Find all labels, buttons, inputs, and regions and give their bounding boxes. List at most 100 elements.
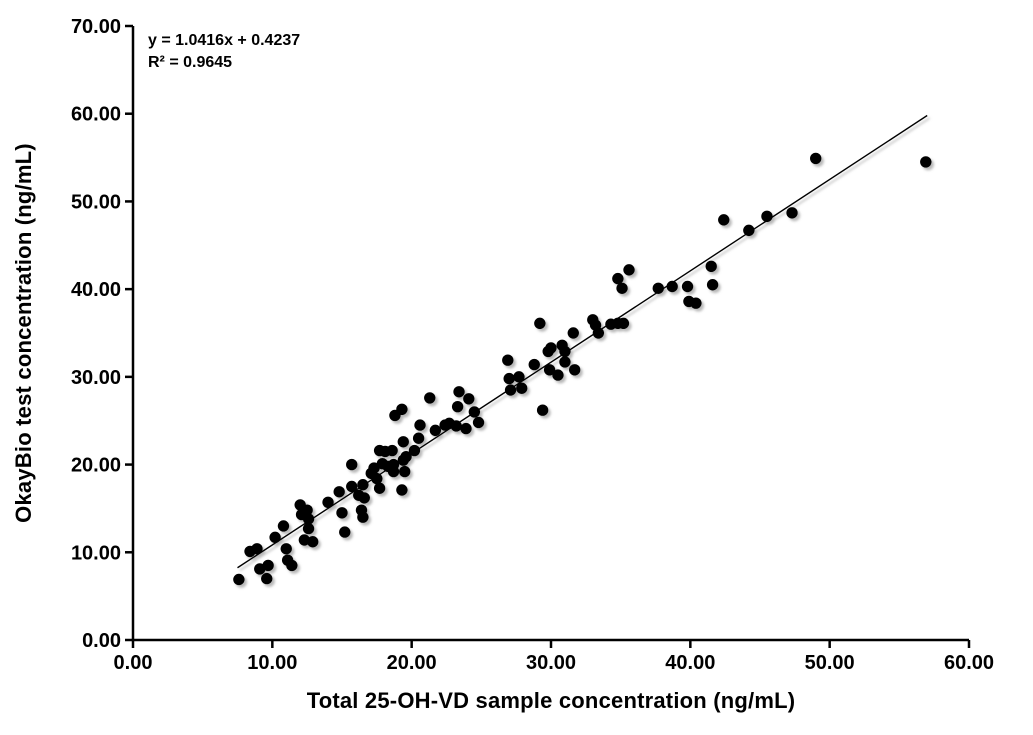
data-point (424, 392, 436, 404)
data-point (592, 327, 605, 339)
data-point (681, 280, 694, 293)
trendline-annotation: y = 1.0416x + 0.4237 R² = 0.9645 (148, 30, 300, 74)
y-axis-title-container: OkayBio test concentration (ng/mL) (2, 26, 46, 640)
data-point (472, 416, 485, 429)
data-point (357, 511, 369, 523)
y-tick-label: 20.00 (71, 455, 121, 477)
data-point (397, 436, 410, 448)
data-point (468, 406, 481, 418)
data-point (262, 559, 274, 572)
x-tick-label: 10.00 (247, 652, 297, 674)
data-point (616, 282, 628, 294)
data-point (463, 393, 475, 405)
y-tick-label: 60.00 (71, 104, 121, 126)
data-point (346, 480, 358, 493)
data-point (652, 282, 664, 294)
data-point (387, 465, 400, 478)
data-point (920, 156, 932, 168)
data-point (460, 422, 472, 435)
data-point (516, 382, 528, 394)
data-point (451, 400, 464, 413)
data-point (536, 404, 549, 416)
y-tick-label: 10.00 (71, 542, 121, 564)
y-tick-label: 30.00 (71, 367, 121, 389)
data-point (612, 272, 624, 285)
data-point (528, 358, 540, 371)
data-point (552, 369, 564, 381)
data-point (302, 513, 315, 525)
data-point (705, 260, 717, 273)
y-tick-label: 0.00 (82, 630, 121, 652)
data-point (301, 504, 313, 516)
data-point (373, 482, 386, 494)
x-tick-label: 20.00 (387, 652, 437, 674)
data-point (322, 496, 334, 508)
y-tick-label: 40.00 (71, 279, 121, 301)
data-point (307, 536, 319, 548)
data-point (396, 484, 408, 496)
data-point (568, 364, 581, 376)
data-point (399, 465, 411, 478)
y-tick-label: 70.00 (71, 16, 121, 38)
data-point (706, 279, 719, 291)
data-point (690, 297, 702, 309)
x-axis-title: Total 25-OH-VD sample concentration (ng/… (306, 688, 796, 713)
data-point (368, 462, 380, 474)
data-point (504, 384, 517, 396)
data-point (371, 472, 383, 485)
data-point (743, 224, 755, 237)
data-point (358, 492, 370, 504)
data-series (233, 114, 932, 586)
data-point (786, 207, 798, 219)
data-point (718, 214, 730, 226)
data-point (251, 543, 263, 555)
data-point (559, 356, 571, 368)
x-tick-label: 0.00 (114, 652, 153, 674)
tick-labels: 0.00 10.00 20.00 30.00 40.00 50.00 60.00 70.00 0… (71, 16, 994, 674)
data-point (617, 317, 630, 330)
trendline (237, 114, 928, 569)
data-point (280, 543, 292, 555)
data-point (623, 264, 635, 276)
data-point (333, 486, 345, 498)
data-point (567, 327, 579, 339)
r-squared-text: R² = 0.9645 (148, 54, 233, 71)
data-point (357, 479, 369, 491)
data-point (810, 152, 822, 165)
data-point (761, 210, 773, 223)
data-point (269, 531, 281, 544)
x-tick-label: 60.00 (944, 652, 994, 674)
data-point (233, 573, 245, 586)
data-point (414, 419, 426, 431)
data-point (336, 507, 348, 519)
data-point (503, 372, 515, 385)
x-tick-label: 50.00 (805, 652, 855, 674)
data-point (453, 386, 465, 398)
data-point (534, 317, 546, 330)
data-point (302, 522, 315, 535)
data-point (339, 526, 351, 538)
data-point (502, 354, 514, 366)
data-point (408, 444, 421, 457)
data-point (450, 420, 462, 432)
data-point (559, 345, 571, 358)
y-tick-label: 50.00 (71, 191, 121, 213)
axes (125, 24, 971, 648)
equation-text: y = 1.0416x + 0.4237 (148, 32, 301, 49)
data-point (346, 458, 358, 471)
data-point (412, 432, 425, 444)
data-point (386, 444, 398, 457)
data-point (429, 424, 442, 437)
data-point (286, 559, 298, 572)
data-point (543, 364, 556, 376)
data-point (277, 520, 290, 532)
x-tick-label: 30.00 (526, 652, 576, 674)
data-point (666, 280, 678, 293)
data-point (261, 572, 273, 585)
data-point (400, 450, 412, 463)
data-point (545, 342, 557, 354)
data-point (396, 403, 408, 416)
y-axis-title: OkayBio test concentration (ng/mL) (11, 143, 36, 523)
x-tick-label: 40.00 (665, 652, 715, 674)
